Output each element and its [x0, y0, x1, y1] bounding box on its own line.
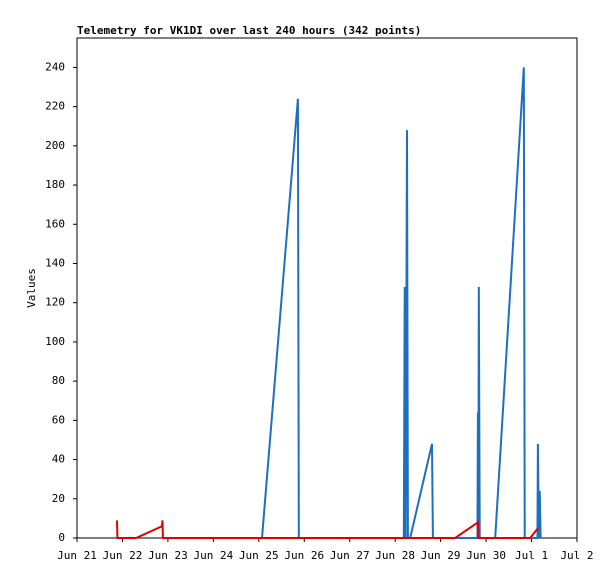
x-tick-label: Jun 26: [284, 549, 324, 562]
x-tick-label: Jun 24: [193, 549, 233, 562]
y-tick-label: 220: [45, 100, 65, 113]
y-tick-label: 60: [52, 413, 65, 426]
chart-title: Telemetry for VK1DI over last 240 hours …: [77, 24, 421, 37]
y-tick-label: 140: [45, 256, 65, 269]
series-line: [116, 520, 539, 539]
y-tick-label: 100: [45, 335, 65, 348]
y-tick-label: 160: [45, 217, 65, 230]
x-tick-label: Jun 22: [103, 549, 143, 562]
x-tick-label: Jun 21: [57, 549, 97, 562]
x-tick-label: Jul 1: [515, 549, 548, 562]
x-tick-label: Jul 2: [560, 549, 593, 562]
y-tick-label: 240: [45, 60, 65, 73]
y-tick-label: 120: [45, 296, 65, 309]
y-tick-label: 20: [52, 492, 65, 505]
series-line: [162, 67, 542, 539]
x-tick-label: Jun 30: [466, 549, 506, 562]
y-tick-label: 0: [58, 531, 65, 544]
y-tick-label: 80: [52, 374, 65, 387]
x-tick-label: Jun 25: [239, 549, 279, 562]
x-tick-label: Jun 27: [330, 549, 370, 562]
y-tick-label: 200: [45, 139, 65, 152]
x-tick-label: Jun 28: [375, 549, 415, 562]
x-tick-label: Jun 23: [148, 549, 188, 562]
y-tick-label: 180: [45, 178, 65, 191]
plot-frame: [76, 37, 578, 539]
x-tick-label: Jun 29: [421, 549, 461, 562]
y-tick-label: 40: [52, 453, 65, 466]
y-axis-label: Values: [25, 268, 38, 308]
